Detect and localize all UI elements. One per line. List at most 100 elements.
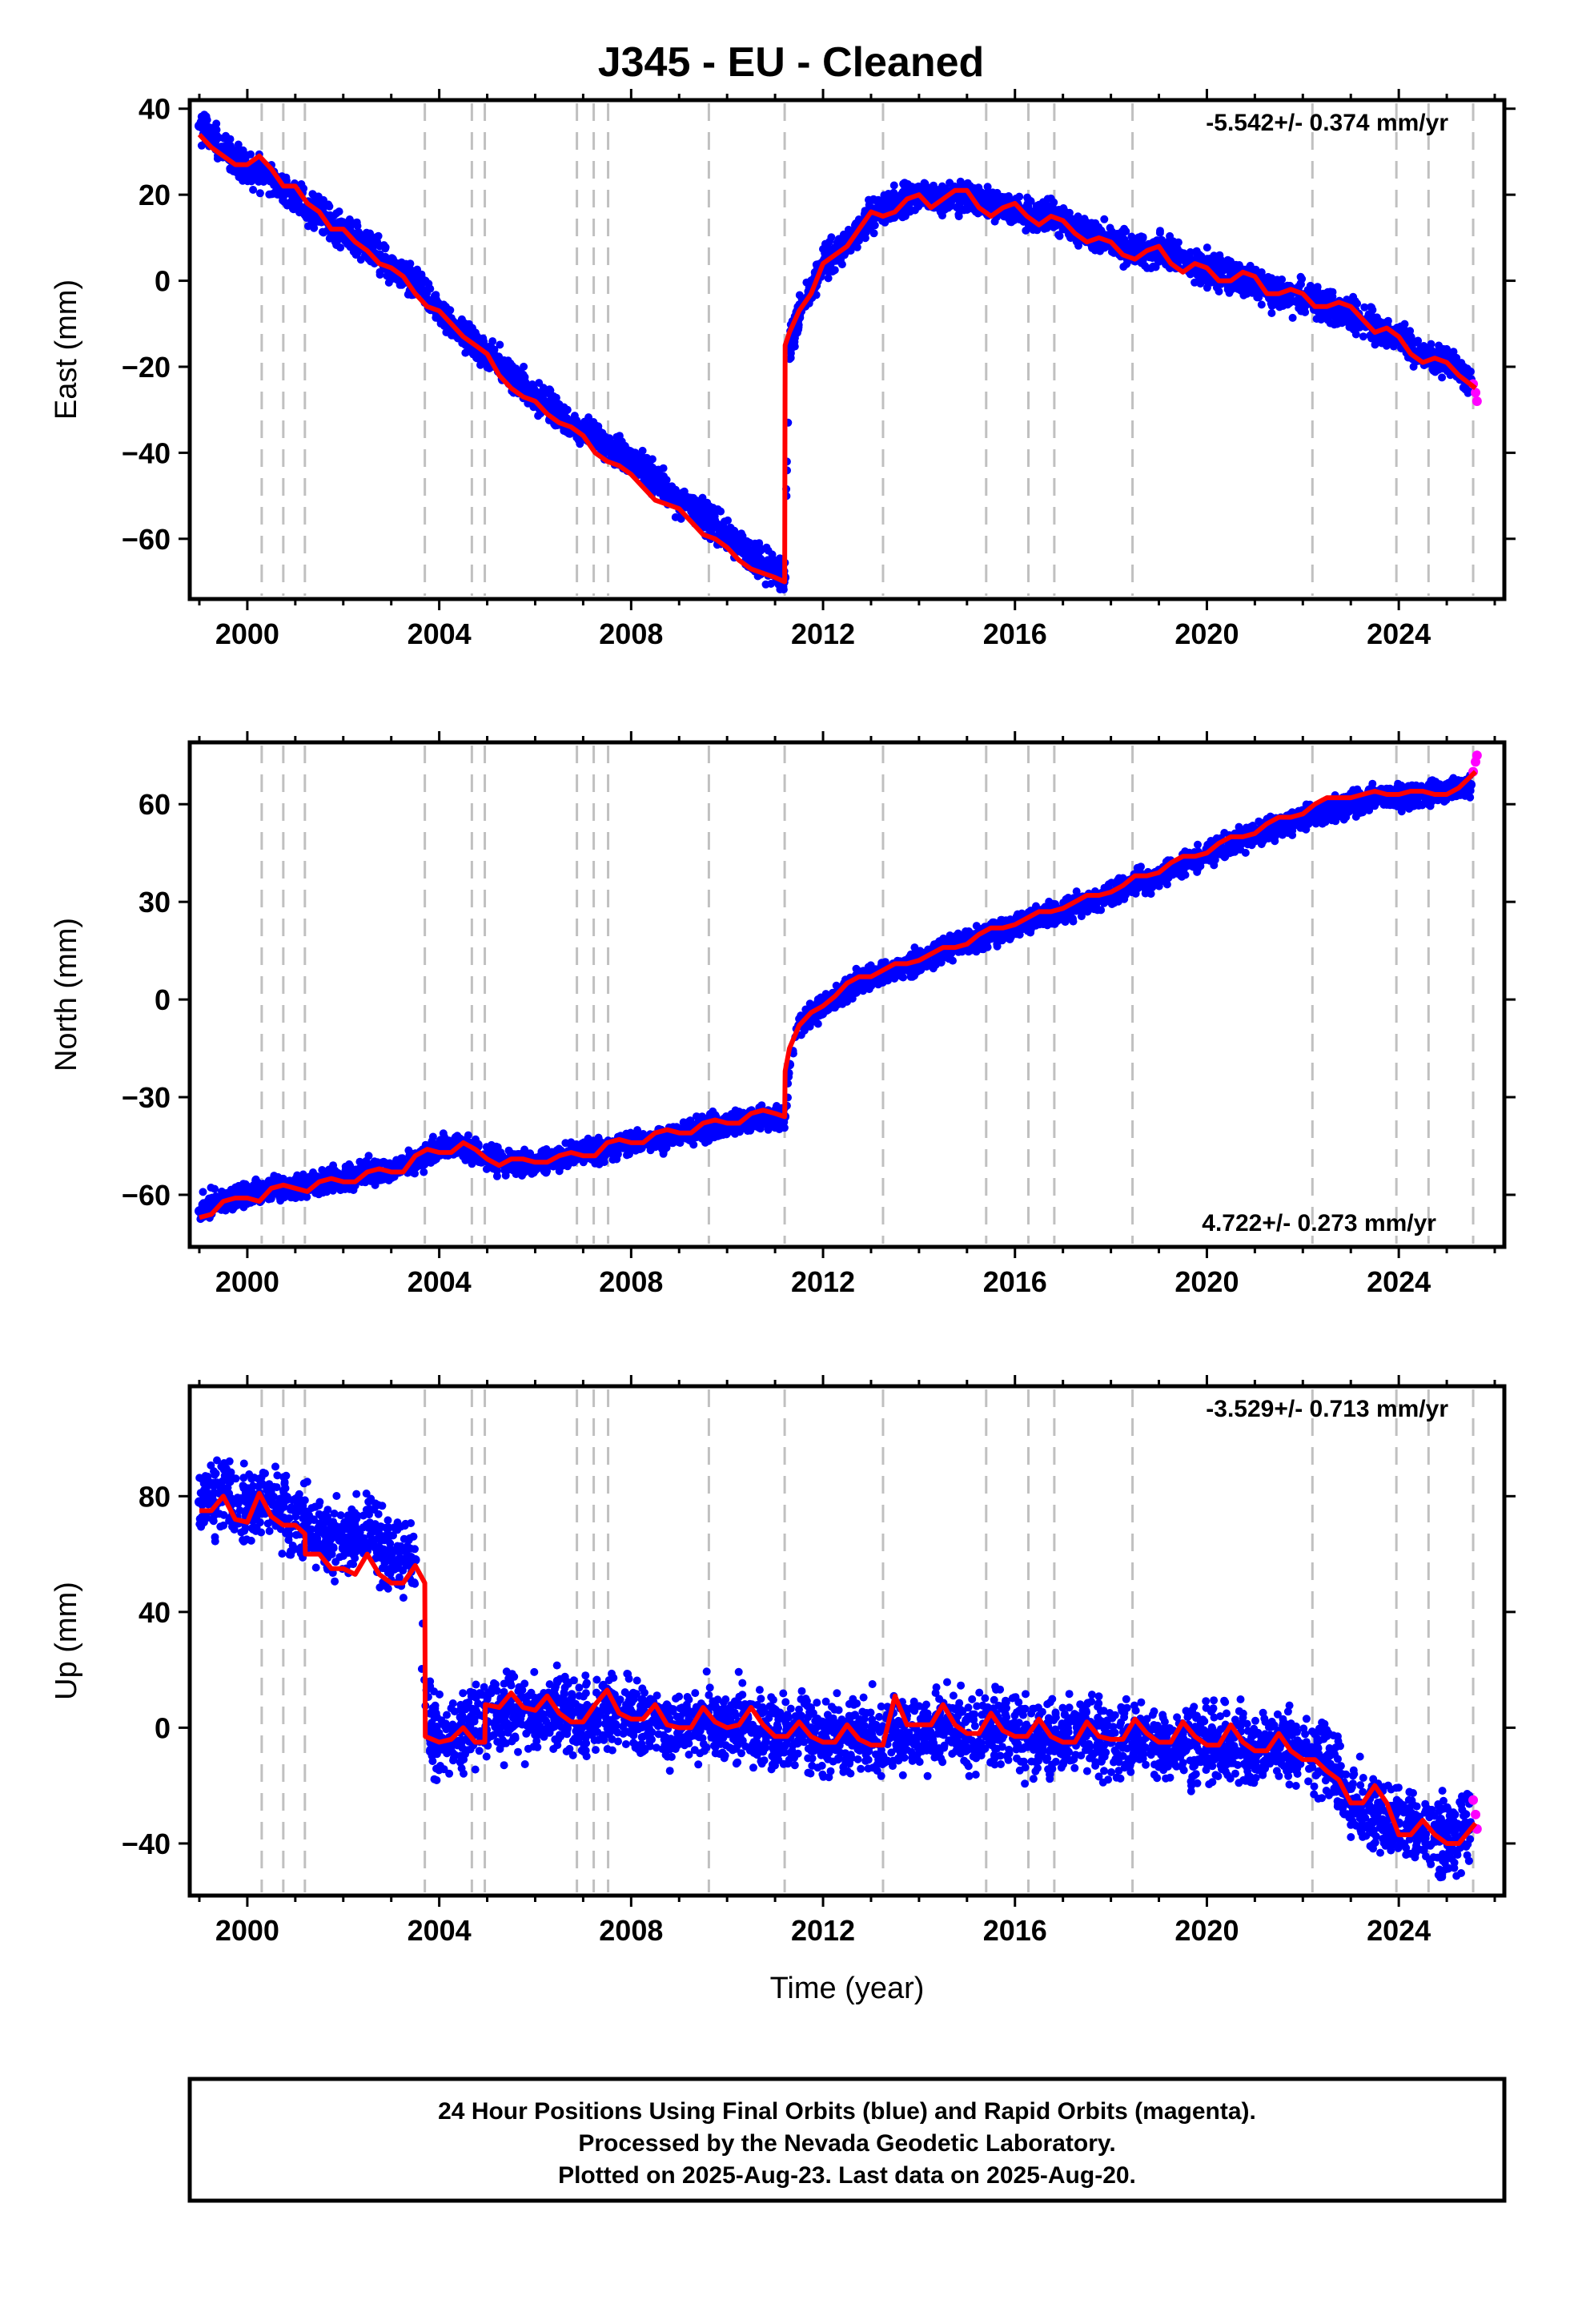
east-final-point	[514, 381, 523, 390]
east-final-point-23	[746, 551, 757, 561]
east-final-point	[332, 219, 341, 227]
east-final-point	[237, 153, 246, 161]
east-final-point	[1383, 340, 1391, 349]
east-final-point	[615, 432, 624, 440]
north-final-point	[327, 1180, 336, 1189]
east-final-point-18	[626, 456, 636, 467]
east-final-point-4	[290, 194, 300, 204]
east-final-point	[1168, 239, 1177, 248]
east-final-point	[496, 340, 504, 349]
east-final-point	[824, 274, 833, 283]
east-final-point	[1166, 231, 1174, 240]
east-final-point	[761, 560, 769, 569]
east-final-point	[825, 265, 834, 274]
east-final-point	[249, 186, 258, 194]
east-final-point	[432, 296, 440, 304]
panel-north: 2000 2004 2008 2012 2016 2020 2024−60−3003060N…	[50, 731, 1516, 1298]
chart-title: J345 - EU - Cleaned	[598, 39, 985, 86]
east-final-point	[941, 205, 949, 214]
east-final-point	[259, 178, 268, 186]
north-final-point	[274, 1172, 283, 1181]
east-final-point	[1004, 192, 1013, 200]
east-final-point	[387, 254, 396, 263]
north-final-point	[306, 1176, 315, 1185]
east-final-point	[1405, 336, 1414, 344]
east-final-point	[468, 330, 476, 339]
north-final-point	[319, 1188, 327, 1197]
east-final-point	[207, 135, 215, 144]
north-final-point	[518, 1172, 526, 1180]
east-final-point	[963, 179, 972, 187]
east-final-point	[1267, 309, 1276, 317]
east-final-point	[1088, 243, 1097, 252]
east-y-tick-label: −40	[122, 436, 171, 469]
east-final-point	[970, 186, 979, 195]
east-final-point-43	[1178, 254, 1188, 264]
east-final-point	[535, 379, 544, 388]
east-final-point	[1257, 300, 1266, 309]
east-final-point	[731, 536, 740, 545]
east-final-point	[993, 195, 1001, 203]
east-final-point	[779, 585, 788, 594]
east-model-line	[197, 132, 1477, 585]
east-final-point	[375, 242, 384, 251]
east-final-point	[640, 469, 648, 478]
north-final-point	[364, 1152, 373, 1160]
east-final-point	[1251, 265, 1260, 274]
north-final-point	[221, 1206, 230, 1215]
east-final-point	[1203, 277, 1211, 286]
east-final-point	[786, 353, 795, 362]
east-final-point	[1015, 215, 1024, 224]
east-final-point	[1218, 260, 1226, 269]
east-final-point	[1100, 215, 1109, 223]
east-final-point	[920, 179, 929, 187]
panel-east: 2000 2004 2008 2012 2016 2020 2024−60−40−20020…	[50, 89, 1516, 650]
east-final-point	[390, 274, 399, 283]
east-final-point-17	[602, 439, 612, 449]
east-y-tick-label: 20	[139, 179, 171, 211]
east-y-axis-label: East (mm)	[50, 279, 83, 420]
east-final-point	[709, 504, 717, 512]
north-final-point	[207, 1194, 215, 1203]
east-final-point	[869, 229, 878, 238]
east-final-point	[563, 405, 572, 414]
east-final-point	[424, 296, 433, 304]
east-final-point	[197, 141, 206, 150]
east-final-point	[1155, 228, 1164, 237]
north-final-point	[464, 1131, 472, 1140]
east-final-point	[889, 181, 898, 190]
north-final-point	[343, 1184, 351, 1192]
east-final-point	[1347, 319, 1355, 328]
east-final-point	[923, 187, 932, 195]
east-final-point	[335, 207, 343, 216]
east-final-point	[275, 186, 284, 195]
east-rate-label: -5.542+/- 0.374 mm/yr	[1206, 110, 1448, 136]
east-final-point	[751, 539, 759, 548]
north-final-point	[199, 1188, 207, 1196]
east-final-point	[230, 152, 239, 161]
east-final-point	[1042, 206, 1051, 215]
east-final-point	[874, 197, 883, 206]
east-final-point	[396, 260, 405, 268]
east-final-point	[1137, 232, 1146, 241]
east-final-point-0	[194, 121, 204, 131]
east-final-point	[931, 191, 940, 199]
east-x-tick-label: 2024	[1367, 617, 1431, 650]
east-final-point	[1155, 255, 1164, 264]
east-x-tick-label: 2016	[983, 617, 1047, 650]
east-final-point	[325, 202, 334, 211]
east-final-point	[1087, 222, 1096, 231]
east-final-point	[1266, 281, 1275, 290]
east-final-point-19	[650, 473, 661, 484]
east-final-point	[311, 192, 319, 201]
east-final-orbit-points	[196, 111, 1475, 594]
east-final-point	[226, 135, 235, 143]
east-final-point	[1438, 373, 1447, 382]
east-final-point	[611, 444, 620, 453]
east-final-point	[662, 476, 671, 485]
east-final-point	[1326, 319, 1335, 328]
east-final-point	[375, 271, 384, 279]
east-final-point	[904, 180, 912, 188]
east-final-point	[1024, 195, 1033, 203]
east-final-point	[1040, 224, 1049, 233]
